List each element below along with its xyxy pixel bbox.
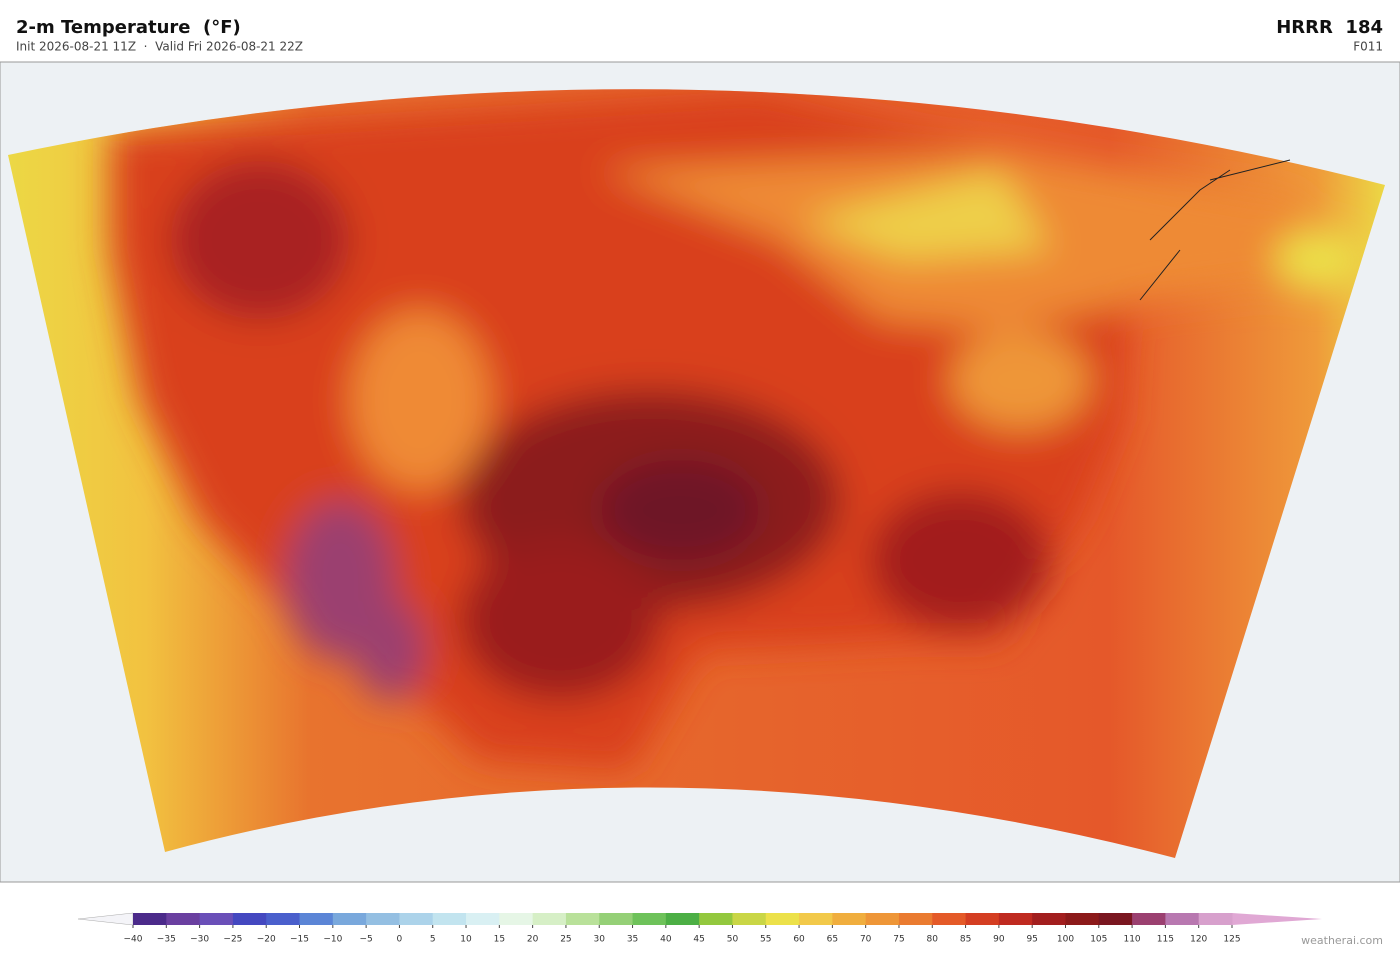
colorbar-tick-label: 125 [1223,935,1240,945]
colorbar-tick-label: −30 [190,935,209,945]
colorbar-bin [232,913,267,925]
colorbar-bin [965,913,1000,925]
colorbar-tick-label: −20 [257,935,276,945]
colorbar-bin [732,913,767,925]
colorbar-bin [466,913,500,925]
colorbar-tick-label: 105 [1090,935,1107,945]
colorbar-bin [199,913,234,925]
colorbar-tick-label: 20 [527,935,539,945]
colorbar-tick-label: −15 [290,935,309,945]
colorbar-bin [499,913,534,925]
colorbar-tick-label: 110 [1123,935,1140,945]
colorbar-bin [166,913,201,925]
colorbar-bin [366,913,400,925]
colorbar-bin [399,913,434,925]
colorbar-tick-label: 90 [993,935,1005,945]
colorbar-tick-label: 25 [560,935,571,945]
colorbar-tick-label: 95 [1026,935,1037,945]
temperature-field [110,90,1365,770]
colorbar-tick-label: 30 [594,935,606,945]
colorbar-bin [1032,913,1066,925]
colorbar-tick-label: −25 [223,935,242,945]
colorbar-bin [1065,913,1100,925]
colorbar-tick-label: 70 [860,935,872,945]
colorbar-tick-label: 100 [1057,935,1074,945]
colorbar-bin [932,913,967,925]
coastline [1139,159,1291,301]
colorbar-bin [432,913,467,925]
colorbar-bin [332,913,367,925]
colorbar-tick-label: 5 [430,935,436,945]
colorbar-tick-label: −5 [359,935,372,945]
colorbar-bin [998,913,1033,925]
colorbar-tick-label: −40 [124,935,143,945]
colorbar-tick-label: 120 [1190,935,1207,945]
colorbar-bin [599,913,634,925]
colorbar-tick-label: 15 [494,935,505,945]
colorbar-bin [865,913,900,925]
colorbar-tick-label: −10 [323,935,342,945]
colorbar-tick-label: 75 [893,935,904,945]
colorbar: −40 −35 −30 −25 −20 −15 −10 −5 0 5 10 15 20 25 30 35 40 4… [77,912,1322,945]
colorbar-bin [133,913,167,925]
colorbar-tick-label: 45 [693,935,704,945]
colorbar-bin [532,913,567,925]
colorbar-bin [1165,913,1200,925]
colorbar-tick-label: 55 [760,935,771,945]
colorbar-tick-label: 80 [927,935,939,945]
colorbar-tick-label: 50 [727,935,739,945]
colorbar-over [1232,913,1322,925]
subtitle: Init 2026-08-21 11Z · Valid Fri 2026-08-… [16,40,303,54]
colorbar-bin [699,913,733,925]
colorbar-bin [565,913,600,925]
colorbar-bin [1198,913,1233,925]
colorbar-tick-label: 60 [793,935,805,945]
colorbar-bin [765,913,800,925]
colorbar-bin [1098,913,1133,925]
colorbar-bin [898,913,933,925]
map [0,61,1400,883]
colorbar-bin [799,913,833,925]
colorbar-tick-label: −35 [157,935,176,945]
colorbar-tick-label: 40 [660,935,672,945]
model-label: HRRR 184 [1276,17,1383,38]
credit: weatherai.com [1301,934,1383,947]
colorbar-bin [632,913,667,925]
colorbar-bin [1132,913,1166,925]
colorbar-bin [299,913,334,925]
colorbar-tick-label: 85 [960,935,971,945]
colorbar-tick-label: 115 [1157,935,1174,945]
colorbar-tick-label: 65 [827,935,838,945]
title: 2-m Temperature (°F) [16,17,241,38]
colorbar-tick-label: 10 [460,935,472,945]
colorbar-under [77,912,134,926]
colorbar-tick-label: 0 [397,935,403,945]
frame-label: F011 [1353,40,1383,54]
colorbar-bin [665,913,700,925]
colorbar-tick-label: 35 [627,935,638,945]
colorbar-bin [832,913,867,925]
colorbar-bin [266,913,301,925]
